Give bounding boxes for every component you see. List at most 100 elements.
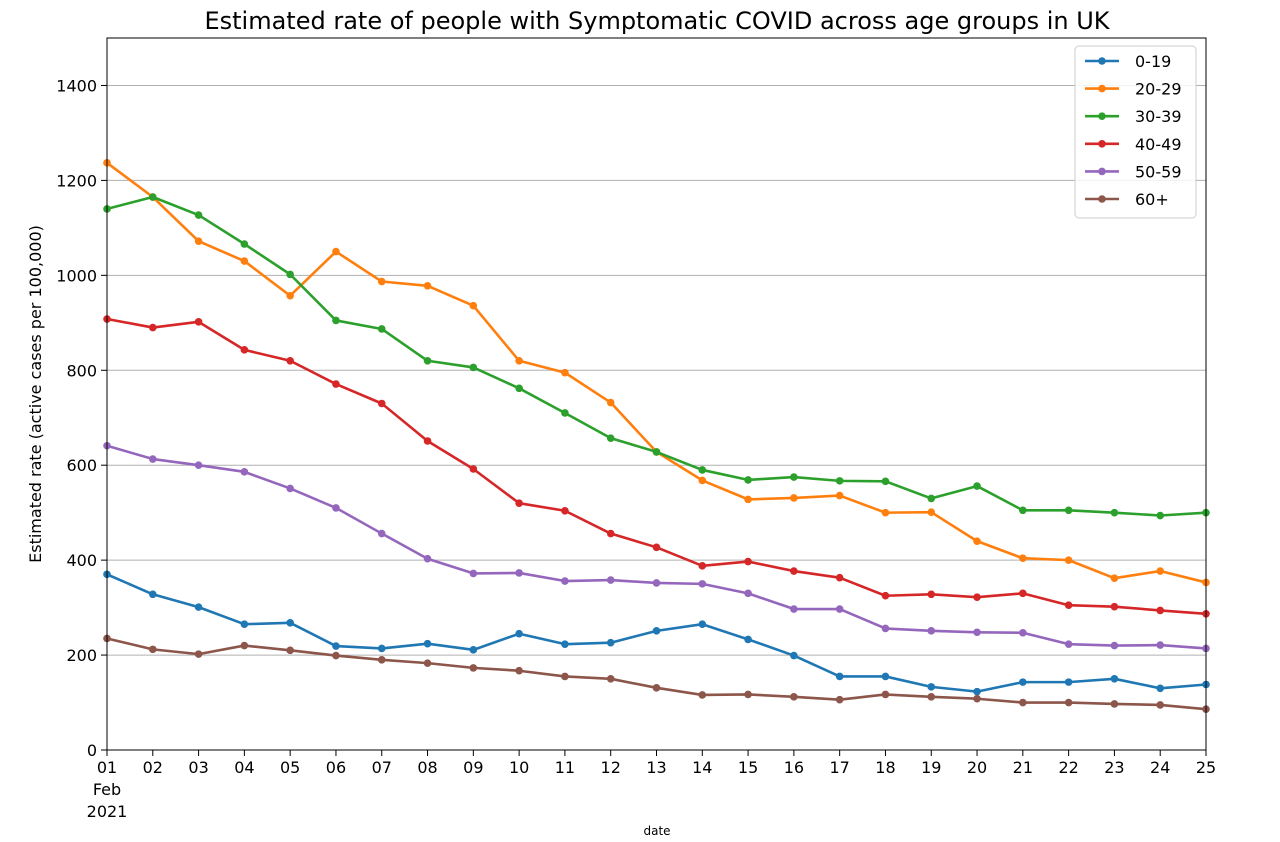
data-point: [423, 659, 432, 667]
data-point: [561, 577, 569, 585]
legend-marker: [1098, 57, 1106, 65]
x-tick-label: 10: [509, 758, 529, 777]
x-tick-label: 21: [1013, 758, 1033, 777]
x-tick-label: 06: [326, 758, 346, 777]
data-point: [1019, 698, 1027, 707]
data-point: [515, 666, 523, 675]
legend-label: 60+: [1135, 190, 1169, 209]
data-point: [606, 638, 615, 647]
data-point: [515, 629, 523, 638]
data-point: [286, 618, 294, 627]
data-point: [1019, 506, 1027, 515]
data-point: [377, 529, 386, 538]
y-tick-label: 400: [66, 551, 97, 570]
data-point: [286, 270, 294, 279]
data-point: [332, 316, 340, 325]
data-point: [332, 380, 340, 388]
data-point: [927, 693, 936, 701]
x-tick-label: 08: [417, 758, 437, 777]
y-tick-label: 1200: [56, 171, 97, 190]
data-point: [1156, 684, 1165, 693]
data-point: [377, 325, 386, 333]
data-point: [973, 593, 981, 601]
data-point: [1110, 700, 1119, 708]
data-point: [469, 465, 478, 473]
data-point: [194, 237, 203, 245]
data-point: [194, 211, 203, 219]
x-tick-label: 04: [234, 758, 254, 777]
data-point: [1019, 554, 1027, 563]
data-point: [1110, 508, 1119, 517]
data-point: [1156, 606, 1165, 615]
data-point: [1064, 698, 1073, 707]
data-point: [286, 291, 294, 300]
data-point: [606, 434, 615, 442]
data-point: [1110, 574, 1119, 582]
data-point: [744, 476, 752, 484]
data-point: [332, 642, 340, 650]
data-point: [1064, 506, 1073, 515]
x-tick-sublabel: Feb: [93, 780, 121, 799]
data-point: [377, 644, 386, 653]
data-point: [927, 683, 936, 691]
data-point: [423, 437, 432, 445]
legend-marker: [1098, 195, 1106, 203]
data-point: [240, 240, 249, 248]
legend-item: 60+: [1085, 190, 1169, 209]
legend-item: 50-59: [1085, 162, 1182, 181]
y-tick-label: 800: [66, 361, 97, 380]
legend-marker: [1098, 167, 1106, 176]
data-point: [790, 651, 798, 660]
data-point: [973, 687, 981, 696]
data-point: [744, 589, 752, 598]
data-point: [561, 640, 569, 648]
data-point: [698, 562, 707, 570]
series-line: [106, 317, 1207, 616]
data-point: [1110, 675, 1119, 683]
legend-label: 30-39: [1135, 107, 1182, 126]
data-point: [744, 635, 752, 644]
x-tick-label: 20: [967, 758, 987, 777]
data-point: [1064, 640, 1073, 648]
data-point: [973, 694, 981, 703]
data-point: [1019, 589, 1027, 598]
data-point: [240, 257, 249, 265]
data-point: [423, 281, 432, 290]
data-point: [286, 356, 294, 365]
data-point: [332, 247, 340, 256]
data-point: [881, 672, 890, 681]
data-point: [652, 543, 661, 552]
data-point: [561, 672, 569, 681]
data-point: [927, 590, 936, 599]
x-tick-label: 07: [372, 758, 392, 777]
data-point: [927, 508, 936, 516]
data-point: [652, 627, 661, 635]
series-20-29: [103, 159, 1210, 587]
data-point: [790, 494, 798, 502]
data-point: [240, 641, 249, 650]
y-tick-label: 1400: [56, 76, 97, 95]
legend-marker: [1098, 84, 1106, 93]
x-tick-label: 12: [601, 758, 621, 777]
x-tick-label: 18: [875, 758, 895, 777]
data-point: [423, 639, 432, 648]
data-point: [194, 461, 203, 470]
data-point: [286, 484, 294, 493]
plot-frame: [106, 37, 1207, 751]
data-point: [377, 399, 386, 408]
data-point: [469, 664, 478, 672]
data-point: [561, 368, 569, 377]
series-40-49: [103, 315, 1210, 618]
data-point: [606, 675, 615, 683]
data-point: [835, 605, 844, 613]
data-point: [790, 567, 798, 575]
data-point: [240, 346, 249, 354]
data-point: [148, 645, 157, 654]
series-60+: [103, 634, 1210, 713]
data-point: [515, 569, 523, 577]
data-point: [973, 628, 981, 637]
data-point: [790, 605, 798, 613]
data-point: [515, 499, 523, 507]
x-tick-label: 25: [1196, 758, 1216, 777]
data-point: [469, 363, 478, 372]
